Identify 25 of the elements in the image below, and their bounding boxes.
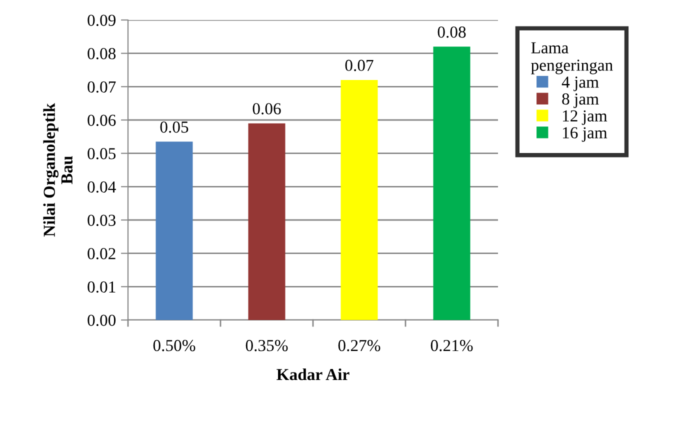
text: 0.02 — [88, 248, 116, 260]
x-tick-label: 0.35% — [246, 340, 288, 352]
x-tick-label: 0.27% — [338, 340, 380, 352]
text: 0.07 — [88, 81, 116, 93]
x-tick-label: 0.50% — [153, 340, 196, 352]
data-label: 0.05 — [160, 121, 188, 133]
text: 0.05 — [88, 148, 116, 160]
data-label: 0.08 — [438, 26, 466, 38]
y-axis-title: Nilai Organoleptik Bau — [43, 103, 73, 237]
legend-label: 12 jam — [563, 110, 608, 125]
data-label: 0.06 — [252, 103, 281, 114]
text: 0.01 — [88, 281, 116, 293]
text: 0.09 — [88, 14, 116, 26]
text: 0.03 — [88, 214, 116, 226]
x-axis-title: Kadar Air — [276, 368, 350, 380]
x-tick-label: 0.21% — [430, 340, 473, 352]
legend-title: Lama pengeringan — [531, 42, 613, 74]
legend-label: 8 jam — [562, 93, 599, 108]
text: 0.00 — [88, 314, 116, 326]
text: 0.04 — [88, 181, 116, 193]
legend-label: 16 jam — [563, 127, 608, 142]
data-label: 0.07 — [345, 60, 374, 72]
text: 0.08 — [88, 48, 116, 60]
text: 0.06 — [88, 114, 116, 126]
legend-label: 4 jam — [562, 76, 599, 92]
